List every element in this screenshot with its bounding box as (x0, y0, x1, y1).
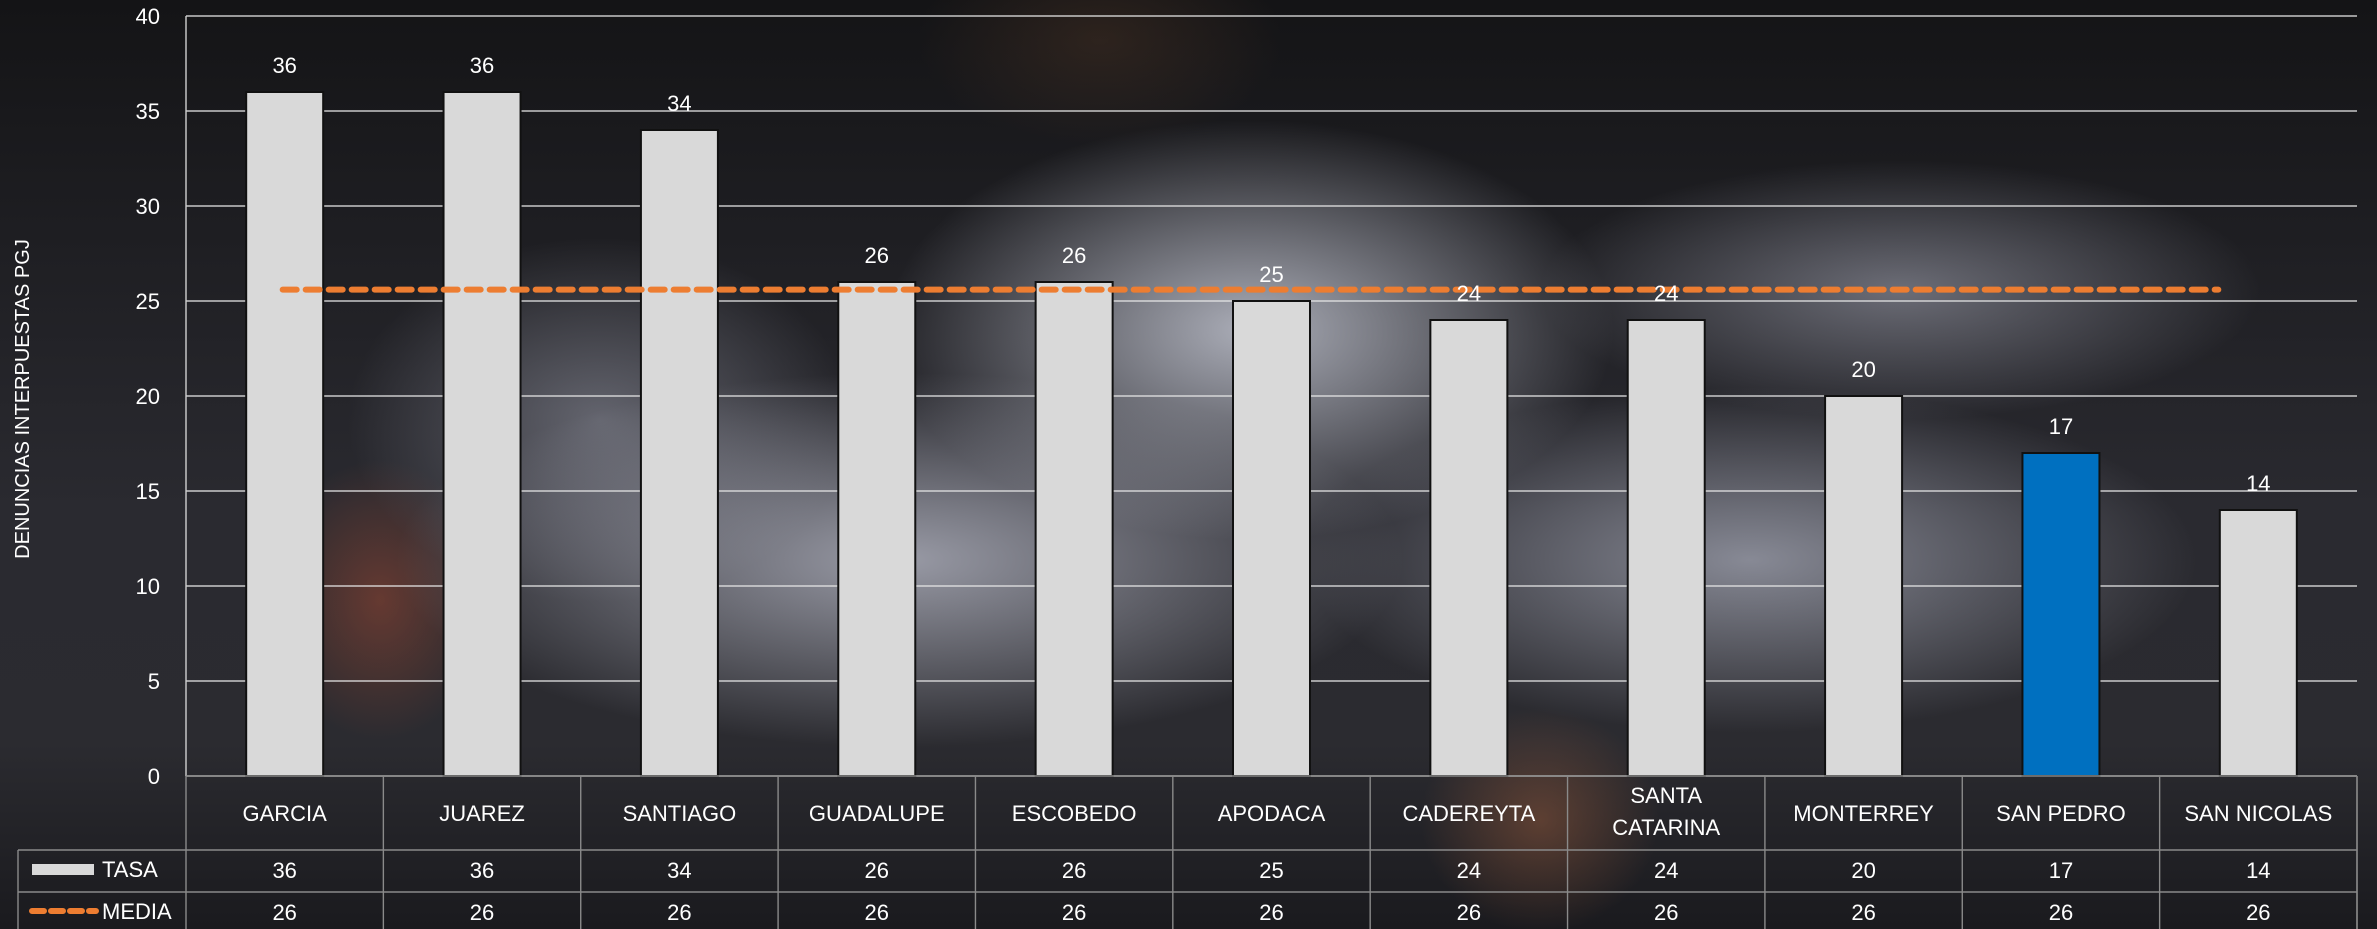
legend-label-tasa: TASA (102, 857, 158, 882)
bar-data-label: 36 (470, 53, 494, 78)
y-tick-label: 10 (136, 574, 160, 599)
table-cell-media: 26 (667, 900, 691, 925)
table-cell-tasa: 25 (1259, 858, 1283, 883)
bars (245, 91, 2298, 777)
x-category-label: SAN PEDRO (1996, 801, 2126, 826)
y-tick-label: 30 (136, 194, 160, 219)
table-cell-tasa: 20 (1851, 858, 1875, 883)
table-cell-tasa: 36 (470, 858, 494, 883)
legend-key-tasa (32, 864, 94, 875)
bar (1429, 319, 1509, 777)
y-tick-label: 40 (136, 4, 160, 29)
table-cell-media: 26 (1654, 900, 1678, 925)
x-category-label: SANTIAGO (623, 801, 737, 826)
table-cell-media: 26 (2049, 900, 2073, 925)
bar (639, 129, 719, 777)
table-cell-tasa: 26 (1062, 858, 1086, 883)
bar-data-label: 17 (2049, 414, 2073, 439)
y-tick-label: 25 (136, 289, 160, 314)
x-category-label: SAN NICOLAS (2184, 801, 2332, 826)
y-tick-label: 0 (148, 764, 160, 789)
bar-data-label: 34 (667, 91, 691, 116)
bar (1232, 300, 1311, 777)
table-cell-tasa: 24 (1457, 858, 1481, 883)
bar (1626, 319, 1706, 777)
bar (2021, 452, 2101, 777)
bar-data-label: 26 (865, 243, 889, 268)
y-tick-label: 5 (148, 669, 160, 694)
bar (2218, 509, 2298, 777)
bar-data-label: 20 (1851, 357, 1875, 382)
table-cell-media: 26 (1062, 900, 1086, 925)
y-axis-title: DENUNCIAS INTERPUESTAS PGJ (12, 239, 34, 559)
x-category-label: APODACA (1218, 801, 1326, 826)
table-cell-media: 26 (1457, 900, 1481, 925)
table-cell-tasa: 36 (272, 858, 296, 883)
legend-label-media: MEDIA (102, 899, 172, 924)
x-category-label: CATARINA (1612, 815, 1720, 840)
table-cell-media: 26 (865, 900, 889, 925)
bar-data-label: 26 (1062, 243, 1086, 268)
bar-data-label: 24 (1457, 281, 1481, 306)
table-cell-media: 26 (470, 900, 494, 925)
table-cell-tasa: 26 (865, 858, 889, 883)
y-tick-label: 15 (136, 479, 160, 504)
bar (837, 281, 917, 777)
y-tick-labels: 0 5 10 15 20 25 30 35 40 (136, 4, 160, 789)
y-tick-label: 35 (136, 99, 160, 124)
x-category-label: JUAREZ (439, 801, 525, 826)
bar-data-label: 14 (2246, 471, 2270, 496)
x-category-label: GUADALUPE (809, 801, 945, 826)
x-category-label: ESCOBEDO (1012, 801, 1137, 826)
bar-data-label: 24 (1654, 281, 1678, 306)
bar-data-label: 25 (1259, 262, 1283, 287)
table-cell-tasa: 14 (2246, 858, 2270, 883)
y-tick-label: 20 (136, 384, 160, 409)
x-category-label: SANTA (1630, 783, 1702, 808)
x-category-label: MONTERREY (1793, 801, 1934, 826)
table-cell-media: 26 (1259, 900, 1283, 925)
data-labels: 36 36 34 26 26 25 24 24 20 17 14 (272, 53, 2270, 496)
x-category-label: GARCIA (243, 801, 328, 826)
data-table: GARCIA 36 26 JUAREZ 36 26 SANTIAGO 34 26 GUADALUP… (17, 775, 2358, 929)
table-cell-media: 26 (272, 900, 296, 925)
table-cell-tasa: 34 (667, 858, 691, 883)
bar (1034, 281, 1114, 777)
bar (442, 91, 522, 777)
bar (245, 91, 325, 777)
x-category-label: CADEREYTA (1402, 801, 1535, 826)
table-cell-tasa: 24 (1654, 858, 1678, 883)
table-cell-media: 26 (1851, 900, 1875, 925)
table-cell-media: 26 (2246, 900, 2270, 925)
table-cell-tasa: 17 (2049, 858, 2073, 883)
bar (1824, 395, 1904, 777)
bar-data-label: 36 (272, 53, 296, 78)
